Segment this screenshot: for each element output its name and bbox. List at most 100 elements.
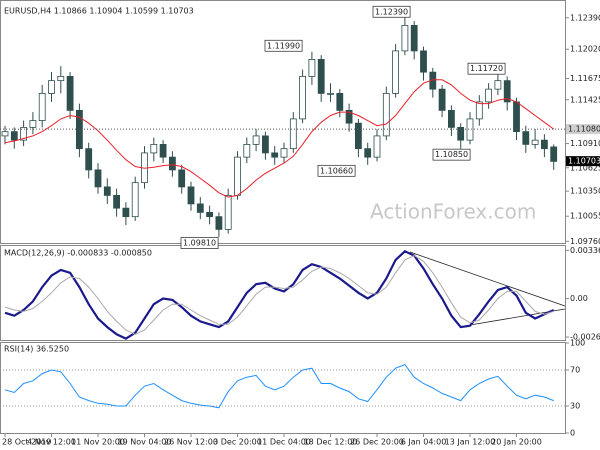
candle-body [327,93,334,95]
candle-body [475,101,483,120]
y-tick-label: 0.003362 [570,246,600,255]
candle-body [29,120,37,128]
candle-body [103,186,111,196]
y-tick-label: -0.002691 [570,333,600,342]
candle-body [243,143,251,158]
y-tick-label: 1.12390 [570,13,600,22]
x-tick-label: 4 Nov 12:00 [27,438,76,447]
candle-body [494,80,502,90]
candle-body [94,169,102,188]
annotation-box [467,62,506,75]
candle-body [10,131,18,141]
candle-body [252,135,260,145]
candle-body [466,118,474,141]
candle-body [271,152,279,158]
y-tick-label: 1.10910 [570,139,600,148]
candle-body [178,169,186,188]
price-annotation: 1.11720 [470,64,503,73]
candle-body [187,186,195,205]
panel-title: MACD(12,26,9) -0.000833 -0.000850 [4,249,152,258]
panel-title: RSI(14) 36.5250 [4,345,69,354]
y-tick-label: 0 [570,429,575,438]
candle-body [113,194,120,209]
candle-body [20,127,28,141]
candle-body [503,80,511,103]
candle-body [38,93,46,122]
price-panel [0,0,566,244]
y-tick-label: 1.10625 [570,163,600,172]
y-tick-label: 1.12020 [570,45,600,54]
candle-body [122,207,130,218]
candle-body [541,139,548,150]
y-tick-label: 70 [570,366,580,375]
candle-body [401,24,409,52]
candle-body [150,143,158,154]
macd-panel [0,245,566,341]
candle-body [196,203,204,213]
candle-body [308,59,316,77]
x-tick-label: 28 Oct 2019 [2,438,51,447]
last-price: 1.10703 [568,157,600,166]
price-annotation: 1.12390 [375,7,408,16]
candle-body [522,131,530,145]
reference-tag-bg [566,124,600,135]
series-line [4,255,554,335]
y-tick-label: 1.11425 [570,95,600,104]
y-tick-label: 1.11675 [570,74,600,83]
reference-tag: 1.11080 [568,125,600,134]
annotation-box [180,237,219,249]
candle-body [382,93,390,137]
candle-body [48,80,55,94]
annotation-box [264,39,303,52]
x-tick-label: 11 Nov 20:00 [71,438,125,447]
candle-body [299,76,307,120]
y-tick-label: 0.00 [570,294,588,303]
x-tick-label: 13 Jan 12:00 [445,438,496,447]
watermark: ActionForex.com [370,200,536,224]
y-tick-label: 30 [570,402,580,411]
x-tick-label: 6 Jan 04:00 [401,438,447,447]
candle-body [215,216,223,230]
x-tick-label: 26 Dec 20:00 [350,438,404,447]
candle-body [206,211,214,218]
candle-body [373,135,381,158]
y-tick-label: 1.10350 [570,187,600,196]
candle-body [131,182,139,218]
panel-title: EURUSD,H4 1.10866 1.10904 1.10599 1.1070… [4,7,194,16]
candle-body [159,143,167,158]
annotation-box [432,148,471,161]
candle-body [485,88,493,103]
candle-body [364,148,372,158]
trend-line [409,251,566,307]
x-tick-label: 11 Dec 04:00 [257,438,311,447]
candle-body [261,135,269,154]
rsi-panel [0,342,566,434]
price-annotation: 1.11990 [267,41,300,50]
candle-body [457,127,465,141]
candle-body [336,93,344,111]
candle-body [447,110,455,128]
candle-body [438,88,446,111]
y-tick-label: 1.10055 [570,212,600,221]
candle-body [354,122,362,150]
y-tick-label: 1.09760 [570,237,600,246]
series-line [4,249,555,340]
candle-body [224,194,232,230]
annotation-box [317,164,356,177]
candle-body [420,50,427,73]
candle-body [345,110,353,124]
candle-body [410,24,418,52]
candle-body [66,76,74,111]
x-tick-label: 3 Dec 20:00 [213,438,262,447]
candle-body [289,118,297,150]
price-annotation: 1.10850 [435,150,468,159]
candle-body [1,131,9,137]
x-tick-label: 18 Dec 12:00 [304,438,358,447]
price-annotation: 1.10660 [320,166,353,175]
candle-body [531,139,539,145]
candle-body [234,156,241,196]
candle-body [513,101,520,133]
y-tick-label: 100 [570,339,585,348]
candle-body [76,110,83,150]
